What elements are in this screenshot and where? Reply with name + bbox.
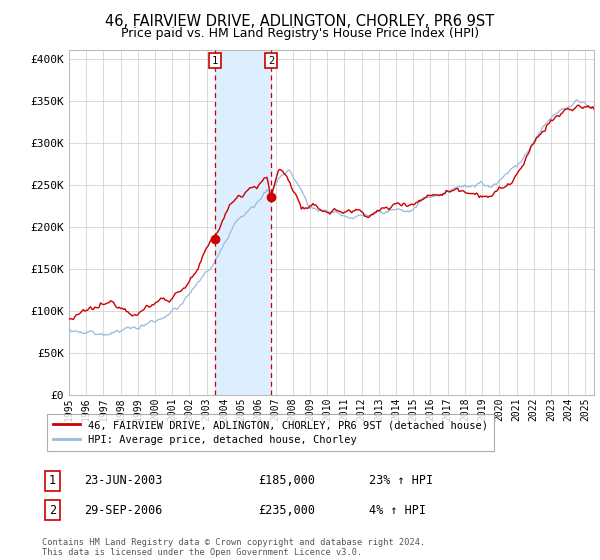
- Text: 2: 2: [268, 55, 274, 66]
- Text: 1: 1: [212, 55, 218, 66]
- Text: £185,000: £185,000: [259, 474, 316, 487]
- Text: 1: 1: [49, 474, 56, 487]
- Text: 46, FAIRVIEW DRIVE, ADLINGTON, CHORLEY, PR6 9ST: 46, FAIRVIEW DRIVE, ADLINGTON, CHORLEY, …: [106, 14, 494, 29]
- Text: 4% ↑ HPI: 4% ↑ HPI: [370, 504, 427, 517]
- Text: 29-SEP-2006: 29-SEP-2006: [84, 504, 163, 517]
- Text: 2: 2: [49, 504, 56, 517]
- Legend: 46, FAIRVIEW DRIVE, ADLINGTON, CHORLEY, PR6 9ST (detached house), HPI: Average p: 46, FAIRVIEW DRIVE, ADLINGTON, CHORLEY, …: [47, 414, 494, 451]
- Text: This data is licensed under the Open Government Licence v3.0.: This data is licensed under the Open Gov…: [42, 548, 362, 557]
- Text: Contains HM Land Registry data © Crown copyright and database right 2024.: Contains HM Land Registry data © Crown c…: [42, 538, 425, 547]
- Bar: [215, 50, 271, 395]
- Text: 23% ↑ HPI: 23% ↑ HPI: [370, 474, 433, 487]
- Text: Price paid vs. HM Land Registry's House Price Index (HPI): Price paid vs. HM Land Registry's House …: [121, 27, 479, 40]
- Text: 23-JUN-2003: 23-JUN-2003: [84, 474, 163, 487]
- Text: £235,000: £235,000: [259, 504, 316, 517]
